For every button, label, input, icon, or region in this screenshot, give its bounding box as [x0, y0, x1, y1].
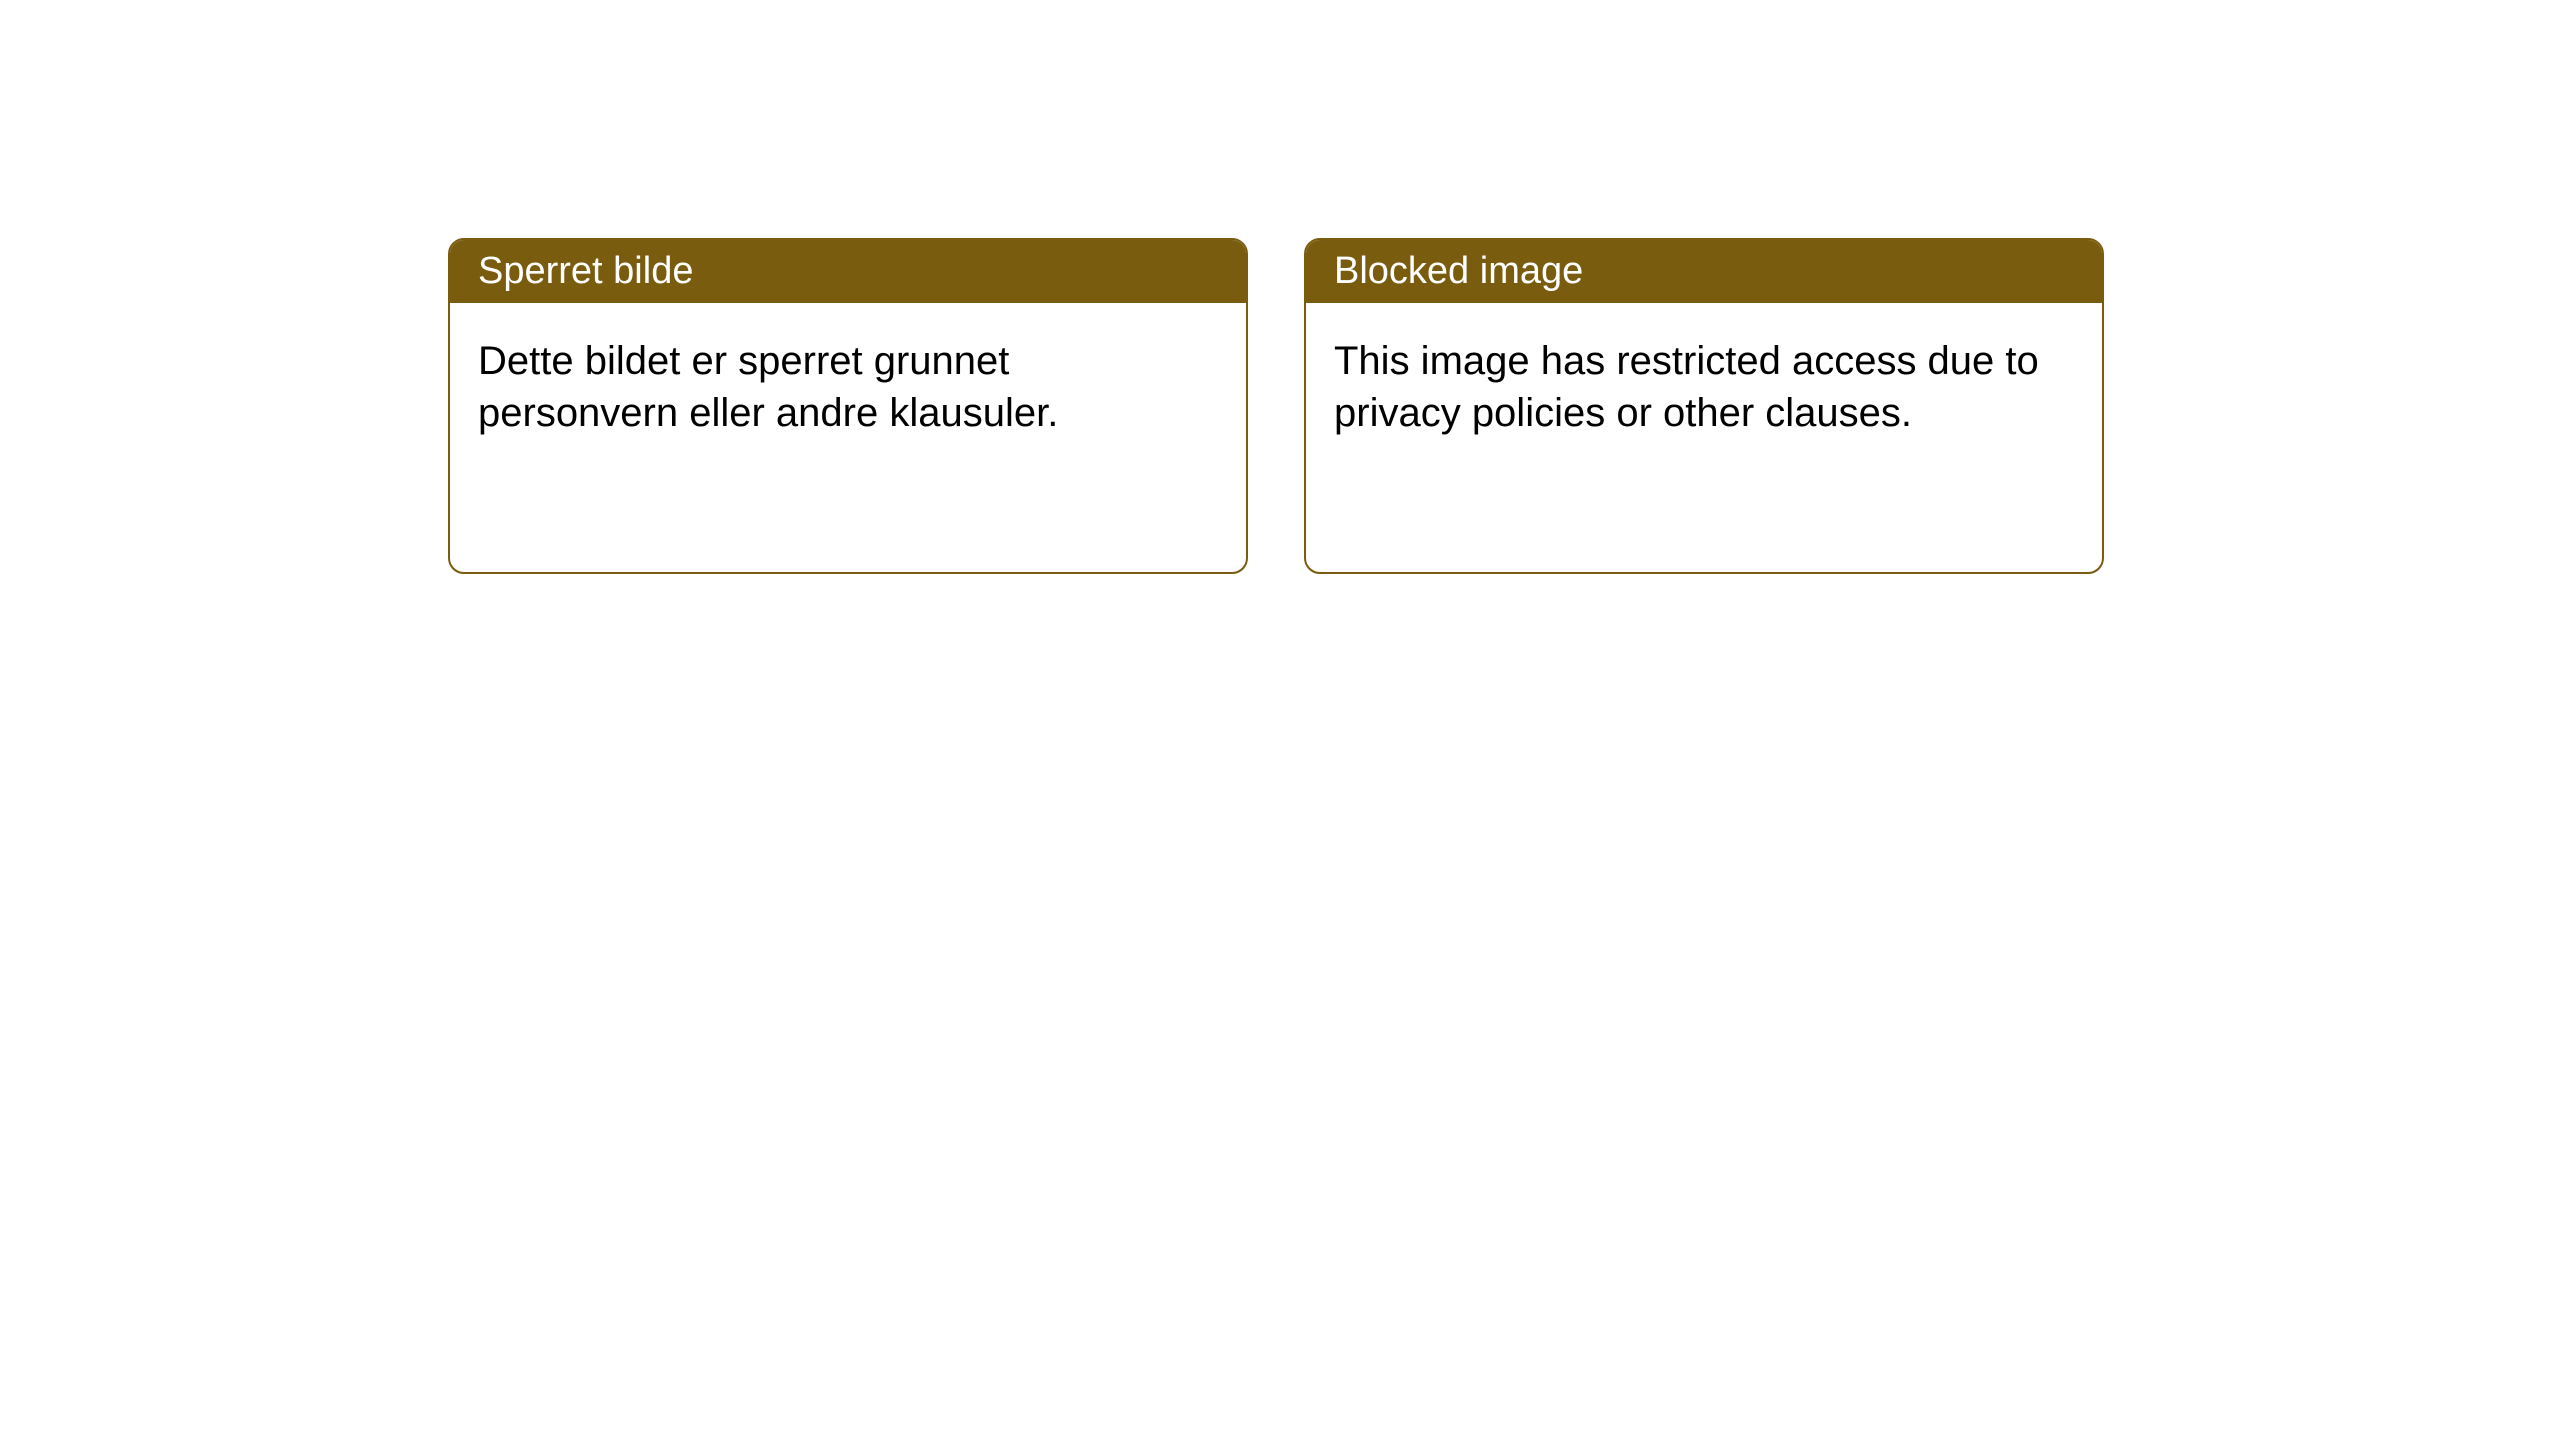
card-body: Dette bildet er sperret grunnet personve…	[450, 303, 1246, 471]
card-body-text: This image has restricted access due to …	[1334, 339, 2039, 435]
notice-card-norwegian: Sperret bilde Dette bildet er sperret gr…	[448, 238, 1248, 574]
card-header: Sperret bilde	[450, 240, 1246, 303]
card-header: Blocked image	[1306, 240, 2102, 303]
notice-card-english: Blocked image This image has restricted …	[1304, 238, 2104, 574]
card-title: Sperret bilde	[478, 250, 693, 292]
card-title: Blocked image	[1334, 250, 1583, 292]
card-body-text: Dette bildet er sperret grunnet personve…	[478, 339, 1058, 435]
card-body: This image has restricted access due to …	[1306, 303, 2102, 471]
notice-container: Sperret bilde Dette bildet er sperret gr…	[448, 238, 2104, 574]
